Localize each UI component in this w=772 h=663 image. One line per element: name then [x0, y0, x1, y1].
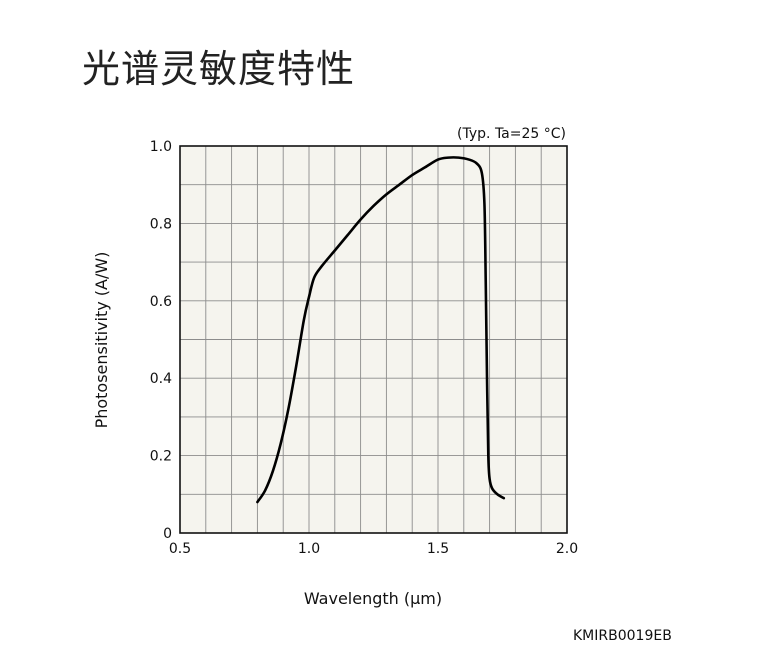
y-tick-label: 0 [163, 526, 172, 542]
y-axis-title: Photosensitivity (A/W) [92, 252, 111, 429]
y-tick-label: 0.6 [150, 294, 172, 310]
y-tick-label: 0.2 [150, 449, 172, 465]
x-tick-label: 1.0 [298, 541, 320, 557]
grid-lines [180, 146, 567, 533]
series-line [256, 156, 506, 504]
plot-frame [179, 145, 568, 534]
y-tick-label: 0.4 [150, 371, 172, 387]
x-axis-title: Wavelength (µm) [304, 589, 442, 608]
tick-labels: 0.5 1.0 1.5 2.0 0 0.2 0.4 0.6 0.8 1.0 [150, 139, 578, 557]
y-tick-label: 0.8 [150, 216, 172, 232]
x-tick-label: 0.5 [169, 541, 191, 557]
page-title: 光谱灵敏度特性 [82, 47, 356, 91]
x-tick-label: 2.0 [556, 541, 578, 557]
document-code: KMIRB0019EB [573, 628, 672, 644]
x-tick-label: 1.5 [427, 541, 449, 557]
y-tick-label: 1.0 [150, 139, 172, 155]
chart-annotation: (Typ. Ta=25 °C) [457, 126, 566, 142]
